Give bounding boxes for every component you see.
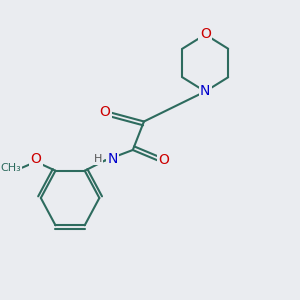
Text: N: N xyxy=(108,152,118,166)
Text: O: O xyxy=(31,152,41,166)
Text: O: O xyxy=(100,106,110,119)
Text: CH₃: CH₃ xyxy=(0,163,21,173)
Text: N: N xyxy=(200,85,210,98)
Text: H: H xyxy=(94,154,102,164)
Text: O: O xyxy=(158,154,169,167)
Text: O: O xyxy=(200,28,211,41)
